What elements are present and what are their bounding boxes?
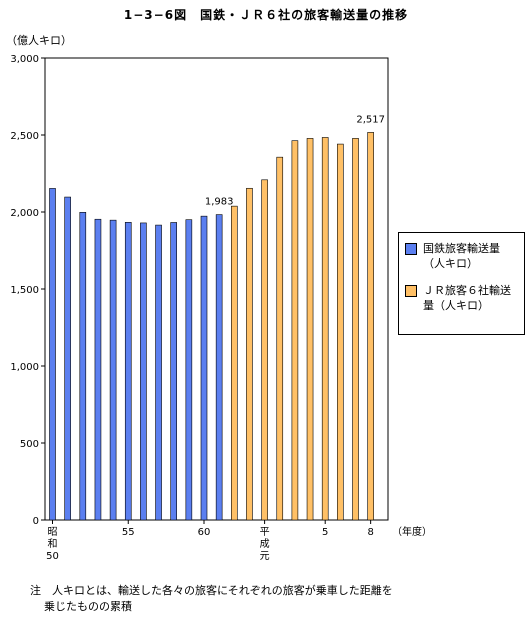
bar: [109, 219, 117, 521]
chart-legend: 国鉄旅客輸送量 （人キロ） ＪＲ旅客６社輸送 量（人キロ）: [398, 232, 525, 335]
data-label: 2,517: [356, 114, 385, 125]
bar: [200, 215, 208, 521]
x-tick-label: 55: [122, 527, 135, 538]
y-tick-label: 500: [20, 439, 39, 450]
y-tick-label: 2,000: [10, 208, 39, 219]
y-tick-label: 2,500: [10, 131, 39, 142]
legend-label-jr: ＪＲ旅客６社輸送 量（人キロ）: [423, 284, 511, 312]
bar: [231, 205, 238, 521]
bar: [276, 156, 284, 521]
bar: [49, 188, 56, 521]
bar: [155, 224, 162, 521]
bar: [291, 140, 299, 521]
x-tick-label: 和: [48, 538, 58, 550]
y-tick-label: 1,000: [10, 362, 39, 373]
x-tick-label: 50: [46, 551, 59, 562]
bar: [306, 138, 314, 521]
bar: [367, 132, 374, 521]
bar: [140, 222, 147, 521]
x-tick-label: 60: [198, 527, 211, 538]
y-tick-label: 0: [33, 516, 39, 527]
x-tick-label: 成: [260, 538, 270, 550]
bar: [79, 212, 87, 521]
data-label: 1,983: [205, 197, 234, 208]
bar: [170, 222, 177, 521]
legend-swatch-jr: [405, 285, 417, 297]
y-tick-label: 3,000: [10, 54, 39, 65]
footnote: 注 人キロとは、輸送した各々の旅客にそれぞれの旅客が乗車した距離を 乗じたものの…: [30, 583, 510, 615]
bar: [352, 138, 359, 521]
legend-swatch-jnr: [405, 243, 417, 255]
legend-label-jnr: 国鉄旅客輸送量 （人キロ）: [423, 242, 500, 270]
bar: [124, 222, 132, 521]
bar: [321, 137, 329, 521]
bar: [64, 196, 71, 521]
x-tick-label: 元: [260, 551, 270, 562]
bar: [337, 143, 344, 521]
x-tick-label: 昭: [48, 526, 58, 538]
x-tick-label: 8: [367, 527, 373, 538]
bar: [185, 219, 193, 521]
footnote-line-1: 注 人キロとは、輸送した各々の旅客にそれぞれの旅客が乗車した距離を: [30, 584, 393, 597]
x-tick-label: 5: [322, 527, 328, 538]
y-tick-label: 1,500: [10, 285, 39, 296]
chart-title: 1−3−6図 国鉄・ＪＲ６社の旅客輸送量の推移: [123, 8, 409, 22]
y-axis-label: （億人キロ）: [6, 34, 72, 47]
bar: [261, 179, 268, 521]
x-tick-label: 平: [260, 527, 270, 538]
footnote-line-2: 乗じたものの累積: [44, 600, 132, 613]
x-axis-label: （年度）: [392, 525, 432, 538]
bar: [246, 187, 253, 521]
bar: [215, 214, 223, 521]
bar: [94, 218, 102, 521]
